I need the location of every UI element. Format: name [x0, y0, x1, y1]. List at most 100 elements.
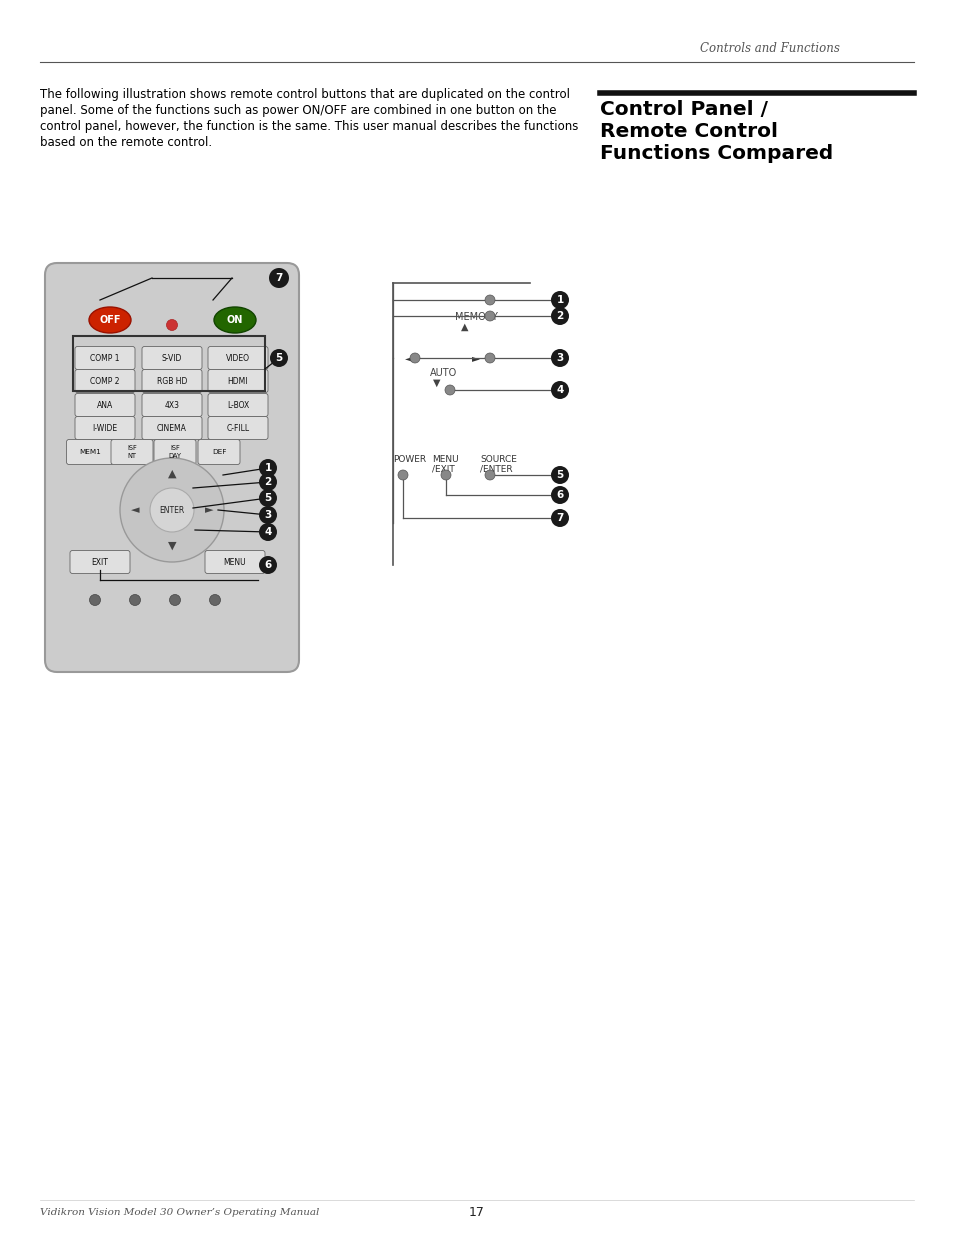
- Text: 17: 17: [469, 1207, 484, 1219]
- Circle shape: [484, 311, 495, 321]
- Circle shape: [258, 473, 276, 492]
- Circle shape: [90, 594, 100, 605]
- FancyBboxPatch shape: [208, 416, 268, 440]
- Text: CINEMA: CINEMA: [157, 424, 187, 432]
- Circle shape: [551, 466, 568, 484]
- Text: RGB HD: RGB HD: [156, 377, 187, 385]
- Circle shape: [170, 594, 180, 605]
- Text: 6: 6: [556, 490, 563, 500]
- Text: Functions Compared: Functions Compared: [599, 144, 832, 163]
- Text: S-VID: S-VID: [162, 353, 182, 363]
- Text: Controls and Functions: Controls and Functions: [700, 42, 840, 54]
- Text: ISF: ISF: [127, 445, 136, 451]
- Text: DAY: DAY: [169, 453, 181, 459]
- Text: 4X3: 4X3: [164, 400, 179, 410]
- Text: control panel, however, the function is the same. This user manual describes the: control panel, however, the function is …: [40, 120, 578, 133]
- FancyBboxPatch shape: [142, 347, 202, 369]
- Text: 1: 1: [264, 463, 272, 473]
- Text: 3: 3: [556, 353, 563, 363]
- Text: ENTER: ENTER: [159, 505, 185, 515]
- FancyBboxPatch shape: [153, 440, 195, 464]
- Text: COMP 2: COMP 2: [91, 377, 120, 385]
- Circle shape: [270, 350, 288, 367]
- FancyBboxPatch shape: [70, 551, 130, 573]
- Text: Vidikron Vision Model 30 Owner’s Operating Manual: Vidikron Vision Model 30 Owner’s Operati…: [40, 1209, 319, 1218]
- Text: ISF: ISF: [170, 445, 180, 451]
- Text: VIDEO: VIDEO: [226, 353, 250, 363]
- Text: ▲: ▲: [168, 469, 176, 479]
- Circle shape: [258, 506, 276, 524]
- Circle shape: [484, 353, 495, 363]
- Text: ◄: ◄: [131, 505, 139, 515]
- Text: 4: 4: [556, 385, 563, 395]
- Text: NT: NT: [128, 453, 136, 459]
- Text: 3: 3: [264, 510, 272, 520]
- Text: 7: 7: [275, 273, 282, 283]
- Text: 6: 6: [264, 559, 272, 571]
- FancyBboxPatch shape: [45, 263, 298, 672]
- Text: MENU
/EXIT: MENU /EXIT: [432, 454, 458, 474]
- Text: 5: 5: [275, 353, 282, 363]
- Circle shape: [551, 291, 568, 309]
- Text: MEM1: MEM1: [79, 450, 101, 454]
- Circle shape: [551, 487, 568, 504]
- Circle shape: [484, 471, 495, 480]
- Circle shape: [130, 594, 140, 605]
- Text: COMP 1: COMP 1: [91, 353, 120, 363]
- Text: ON: ON: [227, 315, 243, 325]
- Circle shape: [397, 471, 408, 480]
- Text: 1: 1: [556, 295, 563, 305]
- Ellipse shape: [89, 308, 131, 333]
- Ellipse shape: [213, 308, 255, 333]
- FancyBboxPatch shape: [111, 440, 152, 464]
- Circle shape: [440, 471, 451, 480]
- Text: panel. Some of the functions such as power ON/OFF are combined in one button on : panel. Some of the functions such as pow…: [40, 104, 556, 117]
- FancyBboxPatch shape: [208, 347, 268, 369]
- Text: C-FILL: C-FILL: [226, 424, 250, 432]
- Text: ◄: ◄: [405, 353, 413, 363]
- Circle shape: [269, 268, 289, 288]
- Bar: [73, 336, 265, 391]
- Text: POWER: POWER: [393, 454, 426, 464]
- Circle shape: [484, 295, 495, 305]
- Circle shape: [410, 353, 419, 363]
- Text: based on the remote control.: based on the remote control.: [40, 136, 212, 149]
- Circle shape: [551, 382, 568, 399]
- Text: ▲: ▲: [460, 322, 468, 332]
- Circle shape: [551, 509, 568, 527]
- Text: OFF: OFF: [99, 315, 121, 325]
- FancyBboxPatch shape: [198, 440, 240, 464]
- Text: The following illustration shows remote control buttons that are duplicated on t: The following illustration shows remote …: [40, 88, 569, 101]
- Circle shape: [258, 556, 276, 574]
- Text: 5: 5: [264, 493, 272, 503]
- Text: EXIT: EXIT: [91, 557, 109, 567]
- Text: 2: 2: [264, 477, 272, 487]
- FancyBboxPatch shape: [142, 369, 202, 393]
- FancyBboxPatch shape: [75, 394, 135, 416]
- FancyBboxPatch shape: [75, 369, 135, 393]
- FancyBboxPatch shape: [208, 394, 268, 416]
- Text: HDMI: HDMI: [228, 377, 248, 385]
- Text: 7: 7: [556, 513, 563, 522]
- FancyBboxPatch shape: [142, 394, 202, 416]
- Circle shape: [150, 488, 193, 532]
- Circle shape: [167, 320, 177, 331]
- Circle shape: [210, 594, 220, 605]
- Circle shape: [258, 459, 276, 477]
- Text: MEMORY: MEMORY: [455, 312, 497, 322]
- Text: Control Panel /: Control Panel /: [599, 100, 767, 119]
- FancyBboxPatch shape: [142, 416, 202, 440]
- Text: MENU: MENU: [223, 557, 246, 567]
- Text: 5: 5: [556, 471, 563, 480]
- Text: ►: ►: [472, 353, 479, 363]
- Text: ANA: ANA: [97, 400, 113, 410]
- Text: 4: 4: [264, 527, 272, 537]
- Text: ▼: ▼: [168, 541, 176, 551]
- Circle shape: [444, 385, 455, 395]
- Circle shape: [551, 350, 568, 367]
- Circle shape: [120, 458, 224, 562]
- FancyBboxPatch shape: [75, 416, 135, 440]
- Text: AUTO: AUTO: [430, 368, 456, 378]
- Text: ▼: ▼: [433, 378, 440, 388]
- Circle shape: [551, 308, 568, 325]
